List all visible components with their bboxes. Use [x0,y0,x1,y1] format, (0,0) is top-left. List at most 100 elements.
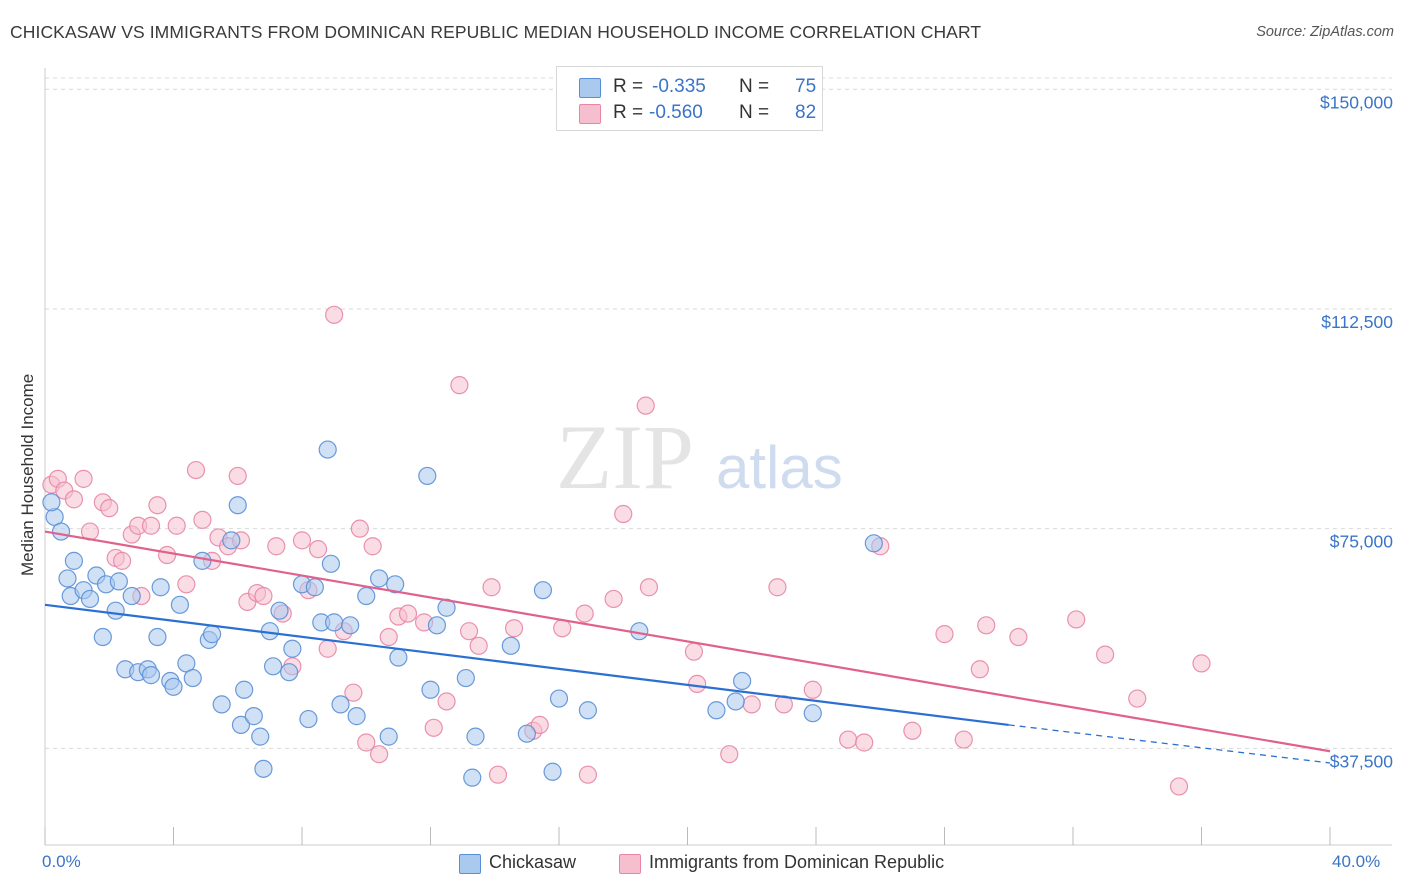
legend-r-label: R = [613,102,644,123]
chickasaw-point [533,581,553,600]
chart-title: CHICKASAW VS IMMIGRANTS FROM DOMINICAN R… [10,22,982,42]
series-swatch-chickasaw [459,854,481,874]
dominican-point [186,460,206,480]
dominican-point [482,578,501,597]
dominican-point [363,537,382,556]
chickasaw-point [42,493,61,512]
dominican-point [344,683,363,702]
chickasaw-point [151,578,170,597]
chickasaw-point [254,759,273,778]
dominican-point [318,639,337,658]
dominican-point [112,551,132,570]
y-tick-label: $37,500 [1330,751,1394,771]
y-tick-label: $75,000 [1330,532,1394,552]
chickasaw-point [707,701,726,720]
series-swatch-dominican [619,854,641,874]
x-axis-max-label: 40.0% [1332,852,1381,871]
dominican-point [370,745,389,764]
dominican-point [688,674,707,693]
dominican-point [64,490,84,509]
dominican-point [100,499,119,518]
chickasaw-point [864,534,883,553]
dominican-point [267,537,286,556]
dominican-point [839,730,858,749]
chickasaw-point [421,680,440,699]
dominican-point [970,660,989,679]
chickasaw-point [517,724,536,743]
dominican-point [292,531,312,550]
chickasaw-point [578,701,598,720]
dominican-point [1169,777,1189,796]
dominican-point [903,721,922,740]
chickasaw-point [235,680,254,699]
legend-n-label: N = [739,76,770,97]
chickasaw-point [379,727,398,746]
chickasaw-point [106,601,125,620]
chickasaw-point [244,707,263,726]
legend-swatch-chickasaw [579,78,601,98]
dominican-point [177,575,196,594]
chickasaw-point [318,440,337,459]
chickasaw-point [58,569,77,588]
dominican-point [720,745,739,764]
dominican-point [742,695,761,714]
dominican-point [977,616,996,635]
correlation-legend: R = -0.335 N = 75 R = -0.560 N = 82 [556,66,823,131]
dominican-point [578,765,598,784]
dominican-point [228,466,247,486]
dominican-point [639,578,659,597]
dominican-point [459,622,479,641]
chickasaw-point [463,768,482,787]
dominican-point [379,627,398,647]
dominican-point [1067,610,1086,629]
series-label-chickasaw: Chickasaw [489,852,577,872]
chickasaw-point [305,578,324,597]
chickasaw-point [270,601,289,620]
chickasaw-point [726,692,745,711]
chickasaw-point [222,531,241,550]
dominican-point [1096,645,1115,664]
series-label-dominican: Immigrants from Dominican Republic [649,852,945,872]
chickasaw-point [466,727,485,746]
chickasaw-point [93,627,112,647]
legend-n-value: 75 [795,76,817,97]
chickasaw-point [263,657,283,676]
legend-n-label: N = [739,102,770,123]
dominican-point [148,496,167,515]
chickasaw-point [109,572,128,591]
dominican-point [450,376,469,395]
dominican-point [167,516,186,535]
chickasaw-trend-extension [1008,724,1331,764]
chickasaw-trend-line [44,603,1009,726]
dominican-point [424,718,443,737]
chickasaw-point [283,639,302,658]
dominican-point [74,469,93,488]
chickasaw-point [549,689,569,708]
y-tick-label: $150,000 [1320,92,1393,112]
watermark-atlas: atlas [716,434,843,501]
dominican-point [141,516,161,535]
source-label: Source: ZipAtlas.com [1256,24,1394,40]
chickasaw-point [202,625,222,644]
chickasaw-point [501,636,520,655]
dominican-point [614,504,633,524]
chickasaw-point [347,707,366,726]
chickasaw-point [64,551,84,570]
chickasaw-point [543,762,562,781]
dominican-point [437,692,456,711]
chickasaw-point [341,616,360,635]
dominican-point [530,715,549,735]
legend-r-value: -0.560 [649,102,703,123]
chickasaw-point [80,589,100,609]
chickasaw-point [212,695,231,714]
dominican-point [193,510,212,529]
dominican-point [855,733,874,752]
chickasaw-point [456,668,475,688]
chickasaw-point [164,677,183,696]
dominican-point [469,636,488,655]
dominican-point [1192,654,1211,673]
dominican-point [357,733,376,752]
dominican-point [636,396,655,415]
dominican-point [488,765,508,784]
